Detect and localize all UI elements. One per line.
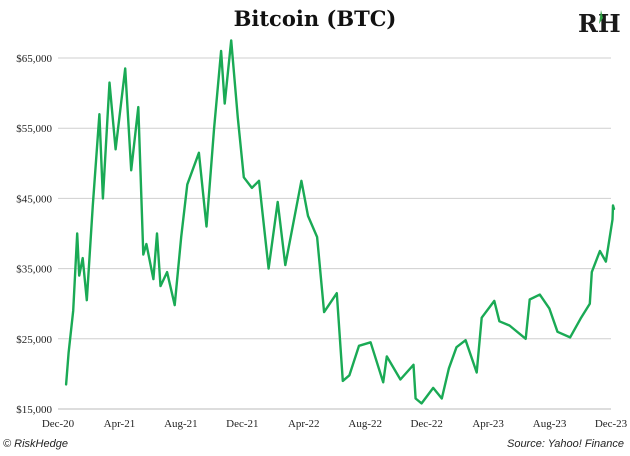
logo-text: RH — [578, 9, 620, 36]
y-tick-label: $35,000 — [16, 264, 52, 276]
source-text: Source: Yahoo! Finance — [506, 438, 624, 450]
x-tick-label: Apr-21 — [104, 418, 136, 430]
x-tick-label: Dec-21 — [226, 418, 258, 430]
x-tick-label: Dec-23 — [595, 418, 628, 430]
x-tick-label: Dec-20 — [42, 418, 75, 430]
y-tick-label: $55,000 — [16, 123, 52, 135]
y-tick-label: $65,000 — [16, 53, 52, 65]
x-tick-label: Apr-23 — [472, 418, 504, 430]
y-tick-label: $45,000 — [16, 193, 52, 205]
x-tick-label: Aug-22 — [348, 418, 382, 430]
y-tick-label: $15,000 — [16, 404, 52, 416]
y-axis-tick-labels: $15,000 $25,000 $35,000 $45,000 $55,000 $65,0… — [16, 53, 52, 416]
grid-lines — [58, 57, 611, 410]
btc-price-line — [64, 39, 616, 405]
x-tick-label: Dec-22 — [410, 418, 442, 430]
y-tick-label: $25,000 — [16, 334, 52, 346]
x-tick-label: Aug-21 — [164, 418, 198, 430]
leaf-icon — [599, 10, 603, 24]
riskhedge-logo: RH — [578, 9, 620, 36]
series-layer — [64, 39, 616, 405]
x-tick-label: Aug-23 — [533, 418, 567, 430]
x-tick-label: Apr-22 — [288, 418, 320, 430]
copyright-text: © RiskHedge — [3, 438, 68, 450]
x-axis-tick-labels: Dec-20 Apr-21 Aug-21 Dec-21 Apr-22 Aug-22 Dec-… — [42, 418, 628, 430]
chart-title: Bitcoin (BTC) — [233, 6, 397, 31]
